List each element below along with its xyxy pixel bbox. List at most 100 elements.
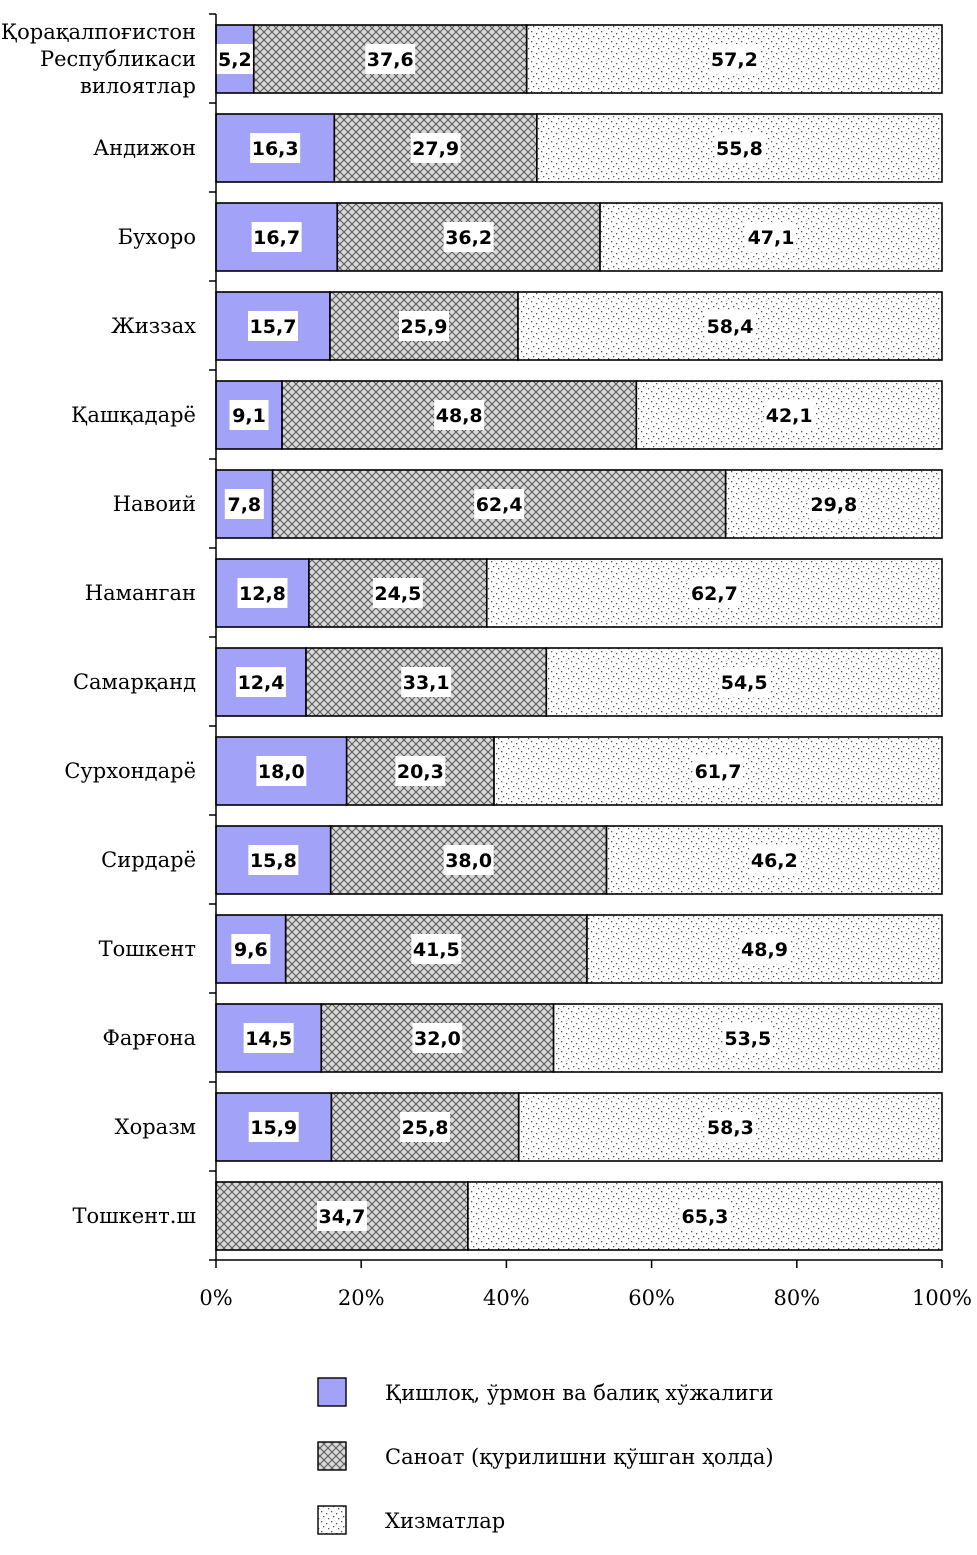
data-label: 16,7 xyxy=(253,227,300,249)
data-label-bg xyxy=(679,1201,730,1231)
data-label: 34,7 xyxy=(319,1206,366,1228)
x-tick-label: 100% xyxy=(912,1286,972,1310)
data-label: 48,8 xyxy=(436,405,483,427)
legend-swatch xyxy=(317,1377,347,1407)
data-label-bg xyxy=(808,489,859,519)
x-tick-label: 0% xyxy=(199,1286,232,1310)
data-label-bg xyxy=(247,311,298,341)
data-label-bg xyxy=(739,934,790,964)
category-label: Навоий xyxy=(113,492,196,516)
data-label: 15,8 xyxy=(250,850,297,872)
data-label: 20,3 xyxy=(397,761,444,783)
data-label-bg xyxy=(243,1023,294,1053)
data-label: 36,2 xyxy=(445,227,492,249)
category-label: Хоразм xyxy=(115,1115,196,1139)
legend-swatch xyxy=(317,1505,347,1535)
data-label: 53,5 xyxy=(724,1028,771,1050)
data-label-bg xyxy=(395,756,446,786)
x-tick-label: 80% xyxy=(773,1286,820,1310)
data-label: 41,5 xyxy=(413,939,460,961)
data-label-bg xyxy=(705,311,756,341)
bar-segment xyxy=(215,647,307,717)
data-label: 29,8 xyxy=(810,494,857,516)
legend-swatch xyxy=(317,1441,347,1471)
legend: Қишлоқ, ўрмон ва балиқ хўжалиги Саноат (қ… xyxy=(317,1377,774,1535)
data-label: 33,1 xyxy=(403,672,450,694)
data-label-bg xyxy=(215,44,255,74)
data-label-bg xyxy=(248,1112,299,1142)
category-label: вилоятлар xyxy=(80,74,196,98)
category-label: Сирдарё xyxy=(101,848,196,872)
data-label-bg xyxy=(236,667,287,697)
data-label: 38,0 xyxy=(445,850,492,872)
data-label-bg xyxy=(749,845,800,875)
data-label-bg xyxy=(764,400,815,430)
data-label-bg xyxy=(746,222,797,252)
category-label: Фарғона xyxy=(102,1026,196,1050)
data-label-bg xyxy=(229,400,269,430)
category-label: Жиззах xyxy=(111,314,196,338)
data-label: 25,9 xyxy=(401,316,448,338)
bar-segment xyxy=(345,736,495,806)
data-label-bg xyxy=(443,845,494,875)
data-label-bg xyxy=(365,44,416,74)
data-label-bg xyxy=(256,756,307,786)
category-label: Андижон xyxy=(93,136,196,160)
data-label: 55,8 xyxy=(716,138,763,160)
data-label: 57,2 xyxy=(711,49,758,71)
data-label-bg xyxy=(398,311,449,341)
data-label-bg xyxy=(237,578,288,608)
data-label: 15,9 xyxy=(250,1117,297,1139)
legend-label: Хизматлар xyxy=(385,1509,505,1533)
category-label: Қорақалпоғистон xyxy=(1,20,196,44)
data-label-bg xyxy=(719,667,770,697)
data-label: 46,2 xyxy=(751,850,798,872)
bar-segment xyxy=(215,291,331,361)
category-label: Бухоро xyxy=(118,225,196,249)
x-tick-label: 40% xyxy=(483,1286,530,1310)
data-label-bg xyxy=(248,845,299,875)
data-label: 58,3 xyxy=(707,1117,754,1139)
category-label: Наманган xyxy=(85,581,196,605)
data-label: 61,7 xyxy=(695,761,742,783)
data-label-bg xyxy=(693,756,744,786)
data-label-bg xyxy=(412,1023,463,1053)
legend-label: Қишлоқ, ўрмон ва балиқ хўжалиги xyxy=(385,1381,774,1405)
data-label: 48,9 xyxy=(741,939,788,961)
data-label: 37,6 xyxy=(367,49,414,71)
data-label-bg xyxy=(251,222,302,252)
data-label-bg xyxy=(316,1201,367,1231)
data-label: 24,5 xyxy=(374,583,421,605)
bars-layer: 5,2 37,6 57,2 16,3 27,9 55,8 16,7 36,2 47,1 15,7 2… xyxy=(215,24,943,1251)
data-label: 32,0 xyxy=(414,1028,461,1050)
data-label: 47,1 xyxy=(748,227,795,249)
data-label: 9,6 xyxy=(234,939,268,961)
category-label: Республикаси xyxy=(40,47,196,71)
data-label-bg xyxy=(411,934,462,964)
data-label: 16,3 xyxy=(252,138,299,160)
data-label: 62,4 xyxy=(476,494,523,516)
data-label-bg xyxy=(722,1023,773,1053)
category-label: Сурхондарё xyxy=(64,759,196,783)
data-label: 5,2 xyxy=(218,49,252,71)
data-label-bg xyxy=(250,133,301,163)
data-label-bg xyxy=(705,1112,756,1142)
x-tick-label: 20% xyxy=(338,1286,385,1310)
data-label: 27,9 xyxy=(412,138,459,160)
data-label-bg xyxy=(434,400,485,430)
data-label-bg xyxy=(224,489,264,519)
data-label-bg xyxy=(689,578,740,608)
axes: 0% 20% 40% 60% 80% 100% xyxy=(199,13,972,1310)
data-label: 9,1 xyxy=(232,405,266,427)
category-label: Тошкент xyxy=(99,937,196,961)
data-label-bg xyxy=(410,133,461,163)
data-label-bg xyxy=(401,667,452,697)
data-label: 65,3 xyxy=(682,1206,729,1228)
legend-label: Саноат (қурилишни қўшган ҳолда) xyxy=(385,1445,774,1469)
data-label: 14,5 xyxy=(245,1028,292,1050)
data-label-bg xyxy=(443,222,494,252)
data-label-bg xyxy=(231,934,271,964)
category-label: Қашқадарё xyxy=(71,403,196,427)
x-tick-label: 60% xyxy=(628,1286,675,1310)
